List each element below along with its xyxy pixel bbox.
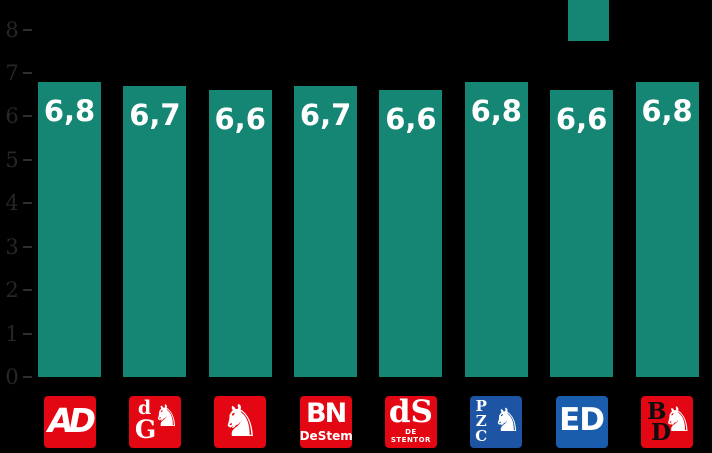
pzc-logo-letters: P Z C xyxy=(475,399,487,444)
bar-gelderlander: 6,7 xyxy=(123,86,187,377)
bar-tubantia: 6,6 xyxy=(208,90,272,377)
ytick-mark-0 xyxy=(23,376,32,378)
bar-value-label: 6,8 xyxy=(470,93,522,128)
gelderlander-letter-g: G xyxy=(134,415,157,444)
bar-ad: 6,8 xyxy=(38,81,101,377)
ytick-mark-4 xyxy=(23,202,32,205)
ytick-mark-2 xyxy=(23,289,32,292)
pzc-logo: P Z C ♞ xyxy=(470,396,523,448)
bar-value-label: 6,8 xyxy=(43,93,96,128)
pzc-letter-c: C xyxy=(475,427,488,445)
bd-logo: B D ♞ xyxy=(641,396,693,448)
legend-swatch xyxy=(568,0,609,41)
bar-destentor: 6,6 xyxy=(379,90,443,377)
ytick-label-6: 6 xyxy=(5,104,19,129)
ed-logo: ED xyxy=(555,396,608,448)
bar-bd: 6,8 xyxy=(635,81,699,377)
ytick-label-1: 1 xyxy=(5,321,19,346)
ytick-label-0: 0 xyxy=(5,365,19,389)
bar-value-label: 6,7 xyxy=(299,98,352,132)
ytick-label-2: 2 xyxy=(5,278,19,303)
bar-value-label: 6,6 xyxy=(385,102,437,137)
ytick-mark-7 xyxy=(23,72,32,74)
ad-logo: AD xyxy=(43,396,96,448)
ytick-label-5: 5 xyxy=(5,147,19,172)
ad-logo-text: AD xyxy=(48,401,95,440)
tubantia-logo: ♞ xyxy=(214,396,267,448)
ed-logo-text: ED xyxy=(559,402,605,438)
destentor-logo-ds-text: dS xyxy=(388,396,433,430)
bd-letter-b: B xyxy=(647,398,667,425)
bndestem-logo-bn-text: BN xyxy=(306,398,347,429)
gelderlander-logo: d G ♞ xyxy=(128,396,181,448)
bar-bndestem: 6,7 xyxy=(294,86,358,377)
bndestem-logo-destem-text: DeStem xyxy=(299,429,352,443)
ytick-mark-3 xyxy=(23,245,32,248)
bar-value-label: 6,8 xyxy=(641,93,693,128)
gelderlander-letter-d: d xyxy=(137,397,152,419)
zeeland-lion-icon: ♞ xyxy=(492,401,522,439)
ytick-mark-8 xyxy=(23,28,32,31)
pzc-letter-p: P xyxy=(475,397,487,415)
bar-value-label: 6,7 xyxy=(129,98,181,132)
destentor-logo: dS DE STENTOR xyxy=(384,396,437,448)
bar-value-label: 6,6 xyxy=(214,102,266,137)
horse-with-rider-icon: ♞ xyxy=(152,399,180,434)
destentor-logo-name-text: DE STENTOR xyxy=(390,428,431,444)
ytick-label-8: 8 xyxy=(5,17,19,42)
ytick-mark-1 xyxy=(23,332,32,335)
ytick-mark-5 xyxy=(23,158,32,161)
ytick-mark-6 xyxy=(23,115,32,118)
pzc-letter-z: Z xyxy=(475,412,487,430)
bndestem-logo: BN DeStem xyxy=(299,396,352,448)
brabant-lion-icon: ♞ xyxy=(662,400,693,440)
bar-value-label: 6,6 xyxy=(555,102,608,137)
rampant-horse-icon: ♞ xyxy=(220,396,260,447)
bd-letter-d: D xyxy=(651,419,671,446)
bar-pzc: 6,8 xyxy=(464,81,528,377)
ytick-label-7: 7 xyxy=(5,61,19,85)
ytick-label-3: 3 xyxy=(5,234,19,259)
bar-ed: 6,6 xyxy=(550,90,614,377)
ytick-label-4: 4 xyxy=(5,191,19,216)
